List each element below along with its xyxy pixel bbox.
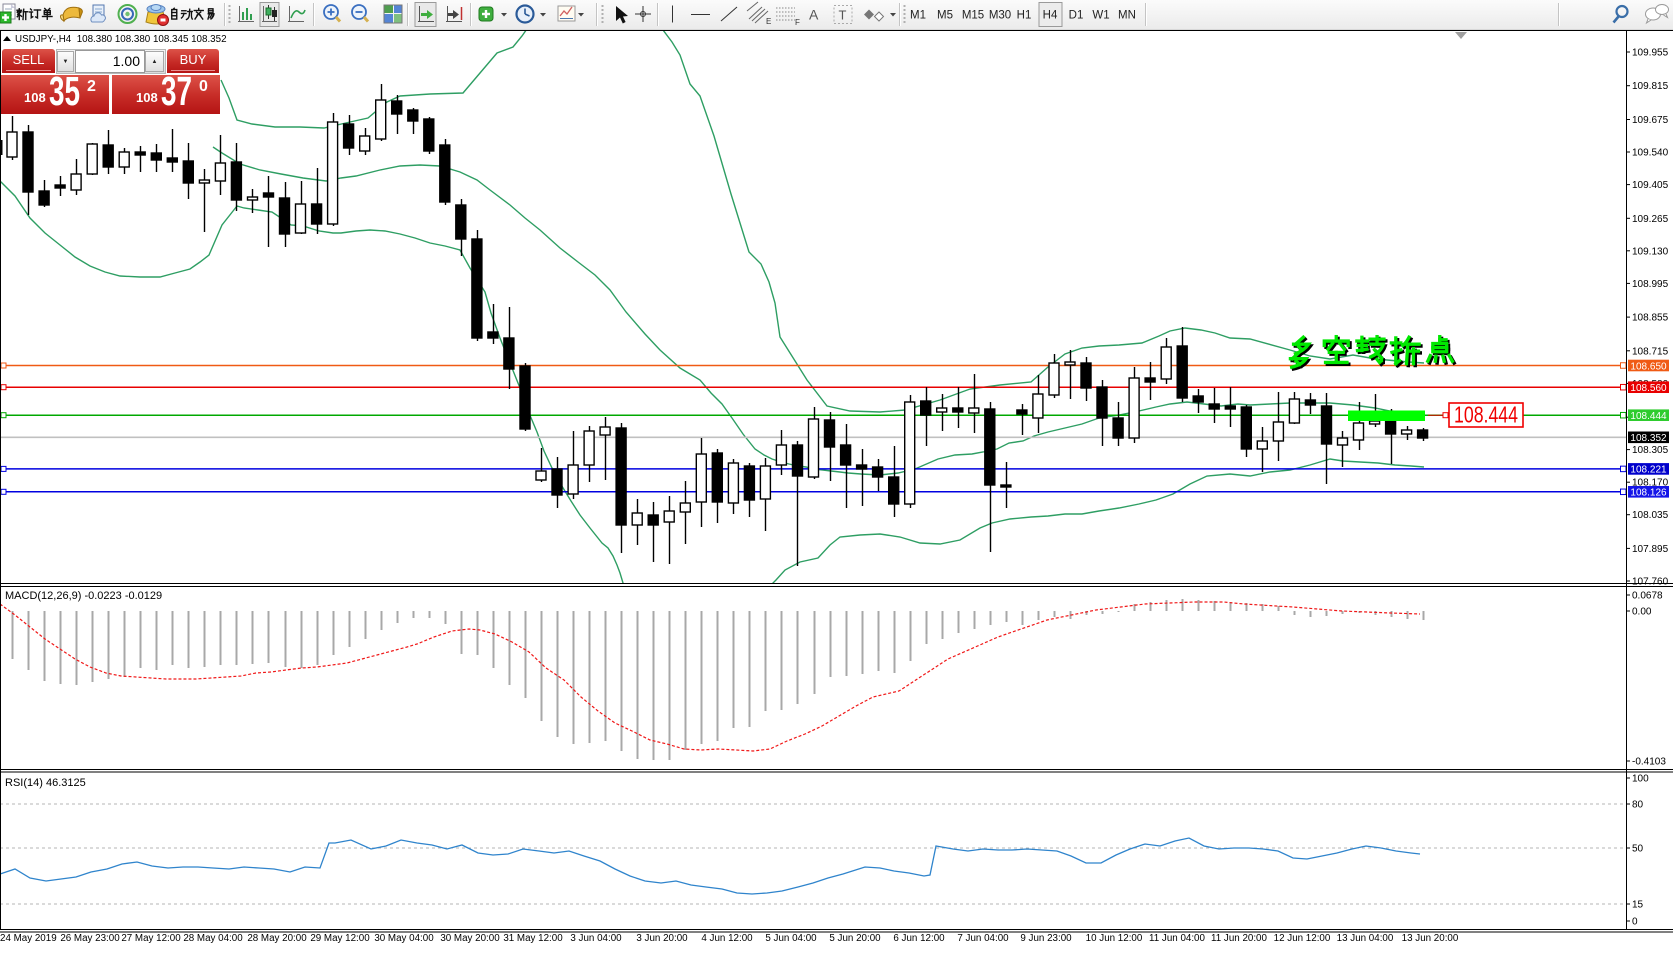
svg-text:M15: M15: [962, 10, 984, 22]
svg-text:109.675: 109.675: [1632, 115, 1669, 126]
svg-text:H4: H4: [1043, 10, 1058, 22]
svg-text:108.855: 108.855: [1632, 313, 1669, 324]
svg-text:M5: M5: [937, 10, 953, 22]
svg-text:7 Jun 04:00: 7 Jun 04:00: [957, 933, 1009, 944]
svg-text:80: 80: [1632, 800, 1644, 811]
svg-text:3 Jun 20:00: 3 Jun 20:00: [636, 933, 688, 944]
svg-text:108.444: 108.444: [1454, 402, 1518, 428]
svg-text:109.405: 109.405: [1632, 180, 1669, 191]
svg-text:13 Jun 20:00: 13 Jun 20:00: [1402, 933, 1459, 944]
svg-text:5 Jun 04:00: 5 Jun 04:00: [765, 933, 817, 944]
svg-text:108.126: 108.126: [1630, 488, 1667, 499]
svg-text:15: 15: [1632, 900, 1644, 911]
svg-text:108.035: 108.035: [1632, 510, 1669, 521]
svg-text:50: 50: [1632, 844, 1644, 855]
svg-text:107.895: 107.895: [1632, 544, 1669, 555]
svg-text:0.00: 0.00: [1632, 607, 1652, 618]
svg-text:108.170: 108.170: [1632, 478, 1669, 489]
svg-text:108.352: 108.352: [1630, 433, 1667, 444]
svg-text:10 Jun 12:00: 10 Jun 12:00: [1086, 933, 1143, 944]
svg-text:11 Jun 04:00: 11 Jun 04:00: [1149, 933, 1205, 944]
svg-text:108.221: 108.221: [1630, 465, 1667, 476]
svg-text:109.130: 109.130: [1632, 246, 1669, 257]
svg-text:F: F: [795, 18, 800, 27]
svg-text:M30: M30: [989, 10, 1011, 22]
svg-text:109.540: 109.540: [1632, 148, 1669, 159]
svg-text:13 Jun 04:00: 13 Jun 04:00: [1337, 933, 1394, 944]
svg-text:109.815: 109.815: [1632, 81, 1669, 92]
svg-text:0.0678: 0.0678: [1632, 591, 1663, 602]
svg-text:100: 100: [1632, 774, 1649, 785]
svg-text:0: 0: [1632, 917, 1638, 928]
svg-text:M1: M1: [910, 10, 926, 22]
svg-text:108.715: 108.715: [1632, 346, 1669, 357]
svg-text:RSI(14) 46.3125: RSI(14) 46.3125: [5, 777, 86, 789]
svg-text:MACD(12,26,9) -0.0223 -0.0129: MACD(12,26,9) -0.0223 -0.0129: [5, 590, 162, 602]
svg-text:108.444: 108.444: [1630, 411, 1667, 422]
svg-text:11 Jun 20:00: 11 Jun 20:00: [1211, 933, 1267, 944]
svg-text:-0.4103: -0.4103: [1632, 757, 1666, 768]
svg-text:109.955: 109.955: [1632, 48, 1669, 59]
svg-text:24 May 2019: 24 May 2019: [0, 933, 57, 944]
svg-text:4 Jun 12:00: 4 Jun 12:00: [701, 933, 753, 944]
svg-text:T: T: [839, 8, 847, 23]
svg-text:28 May 04:00: 28 May 04:00: [183, 933, 243, 944]
svg-text:12 Jun 12:00: 12 Jun 12:00: [1274, 933, 1331, 944]
svg-text:29 May 12:00: 29 May 12:00: [310, 933, 370, 944]
svg-text:108.650: 108.650: [1630, 361, 1667, 372]
svg-text:26 May 23:00: 26 May 23:00: [60, 933, 120, 944]
svg-text:A: A: [809, 7, 819, 23]
svg-text:MN: MN: [1118, 10, 1136, 22]
svg-text:30 May 20:00: 30 May 20:00: [440, 933, 500, 944]
svg-text:30 May 04:00: 30 May 04:00: [374, 933, 434, 944]
svg-text:USDJPY-,H4 108.380 108.380 10: USDJPY-,H4 108.380 108.380 108.345 108.3…: [15, 34, 227, 45]
svg-text:H1: H1: [1017, 10, 1032, 22]
svg-text:3 Jun 04:00: 3 Jun 04:00: [570, 933, 622, 944]
svg-text:109.265: 109.265: [1632, 214, 1669, 225]
svg-text:9 Jun 23:00: 9 Jun 23:00: [1020, 933, 1072, 944]
svg-text:31 May 12:00: 31 May 12:00: [503, 933, 563, 944]
svg-text:27 May 12:00: 27 May 12:00: [121, 933, 181, 944]
svg-text:107.760: 107.760: [1632, 577, 1669, 588]
svg-text:5 Jun 20:00: 5 Jun 20:00: [829, 933, 881, 944]
svg-text:108.560: 108.560: [1630, 383, 1667, 394]
svg-text:W1: W1: [1092, 10, 1109, 22]
svg-text:E: E: [766, 17, 771, 26]
svg-text:108.995: 108.995: [1632, 279, 1669, 290]
svg-text:28 May 20:00: 28 May 20:00: [247, 933, 307, 944]
svg-text:6 Jun 12:00: 6 Jun 12:00: [893, 933, 945, 944]
svg-text:108.305: 108.305: [1632, 445, 1669, 456]
svg-text:D1: D1: [1069, 10, 1084, 22]
